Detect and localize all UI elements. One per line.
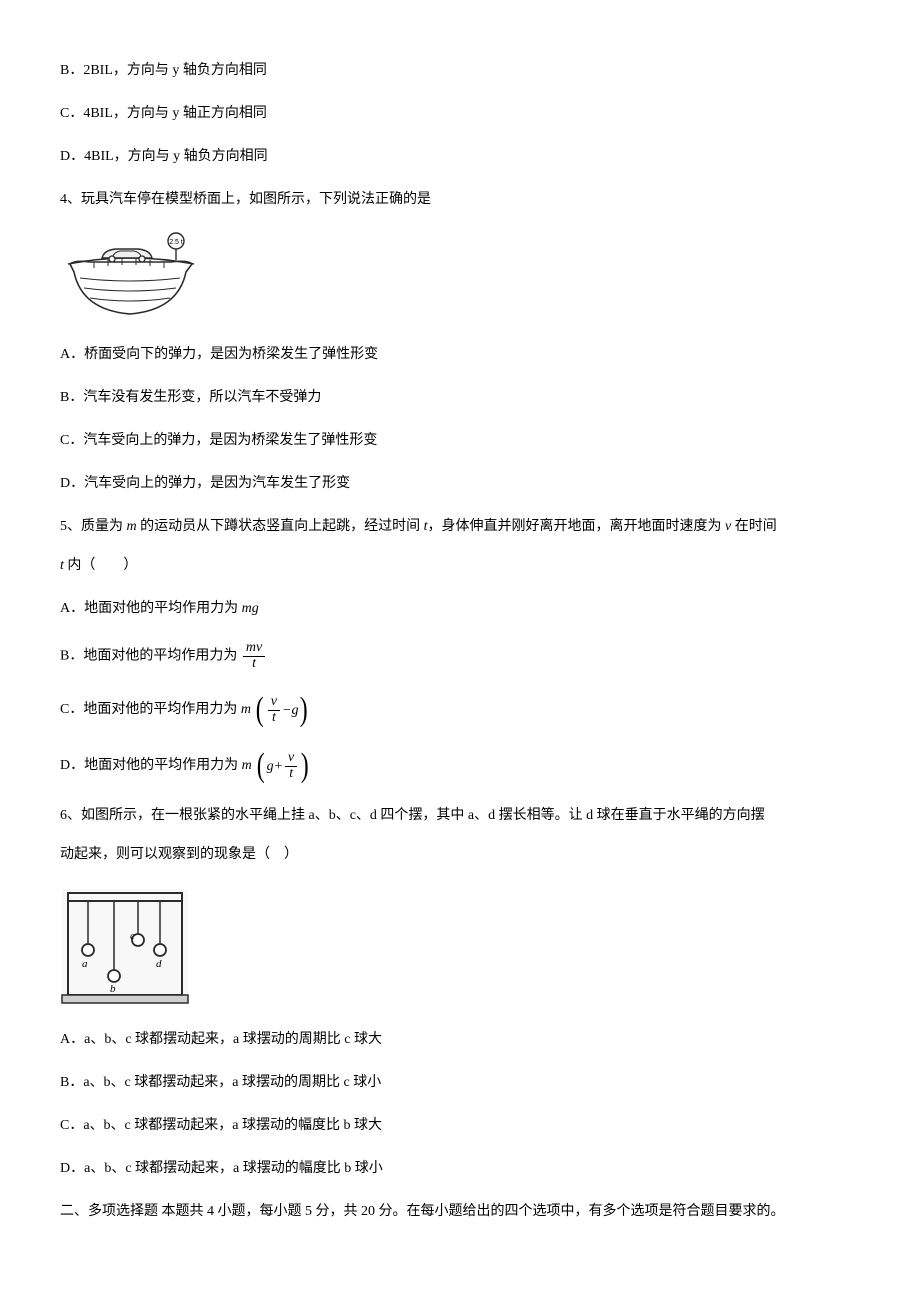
label-d: d xyxy=(156,958,162,970)
q5-D-text: 地面对他的平均作用力为 xyxy=(84,759,238,774)
q6-figure: a b c d xyxy=(60,887,860,1007)
q3-option-B: B．2BIL，方向与 y 轴负方向相同 xyxy=(60,60,860,81)
q5-D-den: t xyxy=(285,766,297,782)
q5-C-op: − xyxy=(282,700,291,721)
q5-D-op: + xyxy=(274,756,283,777)
q6-option-A: A．a、b、c 球都摆动起来，a 球摆动的周期比 c 球大 xyxy=(60,1029,860,1050)
q5-A-text: 地面对他的平均作用力为 xyxy=(84,601,242,616)
q6-stem-line2: 动起来，则可以观察到的现象是（ ） xyxy=(60,844,860,865)
q3-opt-D-text: 4BIL，方向与 y 轴负方向相同 xyxy=(84,149,268,164)
q4-option-A: A．桥面受向下的弹力，是因为桥梁发生了弹性形变 xyxy=(60,344,860,365)
q5-C-paren: ( v t − g ) xyxy=(254,693,309,727)
bridge-car-svg: 2.5 t xyxy=(60,232,200,322)
q5-stem-p1: 5、质量为 xyxy=(60,519,127,534)
q5-D-frac: v t xyxy=(285,751,297,781)
q5-D-m: m xyxy=(242,759,252,774)
q5-C-den: t xyxy=(268,710,280,726)
q5-stem-p3: ，身体伸直并刚好离开地面，离开地面时速度为 xyxy=(428,519,726,534)
q4-stem: 4、玩具汽车停在模型桥面上，如图所示，下列说法正确的是 xyxy=(60,189,860,210)
q6-stem-line1: 6、如图所示，在一根张紧的水平绳上挂 a、b、c、d 四个摆，其中 a、d 摆长… xyxy=(60,805,860,826)
q5-stem-p4: 在时间 xyxy=(731,519,777,534)
q3-opt-B-text: 2BIL，方向与 y 轴负方向相同 xyxy=(83,63,267,78)
label-b: b xyxy=(110,983,116,995)
q6-opt-A-text: a、b、c 球都摆动起来，a 球摆动的周期比 c 球大 xyxy=(84,1032,382,1047)
q4-option-B: B．汽车没有发生形变，所以汽车不受弹力 xyxy=(60,387,860,408)
label-a: a xyxy=(82,958,88,970)
q5-A-expr: mg xyxy=(242,601,259,616)
q5-option-B: B．地面对他的平均作用力为 mv t xyxy=(60,641,860,671)
q5-stem-line1: 5、质量为 m 的运动员从下蹲状态竖直向上起跳，经过时间 t，身体伸直并刚好离开… xyxy=(60,516,860,537)
q4-opt-B-text: 汽车没有发生形变，所以汽车不受弹力 xyxy=(83,390,321,405)
lparen-icon: ( xyxy=(257,749,265,783)
rparen-icon: ) xyxy=(300,693,308,727)
q5-m: m xyxy=(127,519,137,534)
q5-stem-l2-suf: 内（ ） xyxy=(64,558,138,573)
q6-opt-D-text: a、b、c 球都摆动起来，a 球摆动的幅度比 b 球小 xyxy=(84,1161,383,1176)
q4-option-C: C．汽车受向上的弹力，是因为桥梁发生了弹性形变 xyxy=(60,430,860,451)
q4-option-D: D．汽车受向上的弹力，是因为汽车发生了形变 xyxy=(60,473,860,494)
q4-opt-C-text: 汽车受向上的弹力，是因为桥梁发生了弹性形变 xyxy=(83,433,377,448)
lparen-icon: ( xyxy=(256,693,264,727)
q5-C-num: v xyxy=(268,695,280,710)
q5-stem-p2: 的运动员从下蹲状态竖直向上起跳，经过时间 xyxy=(137,519,424,534)
q5-C-text: 地面对他的平均作用力为 xyxy=(83,703,237,718)
q5-B-text: 地面对他的平均作用力为 xyxy=(83,648,237,663)
q6-opt-C-text: a、b、c 球都摆动起来，a 球摆动的幅度比 b 球大 xyxy=(83,1118,382,1133)
section-2-heading: 二、多项选择题 本题共 4 小题，每小题 5 分，共 20 分。在每小题给出的四… xyxy=(60,1201,860,1222)
q5-D-num: v xyxy=(285,751,297,766)
q6-opt-B-text: a、b、c 球都摆动起来，a 球摆动的周期比 c 球小 xyxy=(83,1075,381,1090)
q5-B-den: t xyxy=(243,656,265,672)
q5-C-m: m xyxy=(241,703,251,718)
q3-option-C: C．4BIL，方向与 y 轴正方向相同 xyxy=(60,103,860,124)
q6-option-B: B．a、b、c 球都摆动起来，a 球摆动的周期比 c 球小 xyxy=(60,1072,860,1093)
q4-opt-A-text: 桥面受向下的弹力，是因为桥梁发生了弹性形变 xyxy=(84,347,378,362)
q4-figure: 2.5 t xyxy=(60,232,860,322)
q5-B-num: mv xyxy=(243,641,265,656)
car-icon xyxy=(102,249,152,262)
q5-stem-line2: t 内（ ） xyxy=(60,555,860,576)
label-c: c xyxy=(130,930,135,942)
q6-option-D: D．a、b、c 球都摆动起来，a 球摆动的幅度比 b 球小 xyxy=(60,1158,860,1179)
q5-C-g: g xyxy=(291,700,298,721)
q6-option-C: C．a、b、c 球都摆动起来，a 球摆动的幅度比 b 球大 xyxy=(60,1115,860,1136)
pendulum-frame-svg: a b c d xyxy=(60,887,190,1007)
q5-D-paren: ( g + v t ) xyxy=(255,749,310,783)
q5-option-A: A．地面对他的平均作用力为 mg xyxy=(60,598,860,619)
q5-C-frac: v t xyxy=(268,695,280,725)
q3-opt-C-text: 4BIL，方向与 y 轴正方向相同 xyxy=(83,106,267,121)
q3-option-D: D．4BIL，方向与 y 轴负方向相同 xyxy=(60,146,860,167)
q5-option-D: D．地面对他的平均作用力为 m ( g + v t ) xyxy=(60,749,860,783)
q5-D-g: g xyxy=(267,756,274,777)
q4-opt-D-text: 汽车受向上的弹力，是因为汽车发生了形变 xyxy=(84,476,350,491)
rparen-icon: ) xyxy=(301,749,309,783)
sign-text: 2.5 t xyxy=(169,239,183,246)
q5-B-frac: mv t xyxy=(243,641,265,671)
q5-option-C: C．地面对他的平均作用力为 m ( v t − g ) xyxy=(60,693,860,727)
